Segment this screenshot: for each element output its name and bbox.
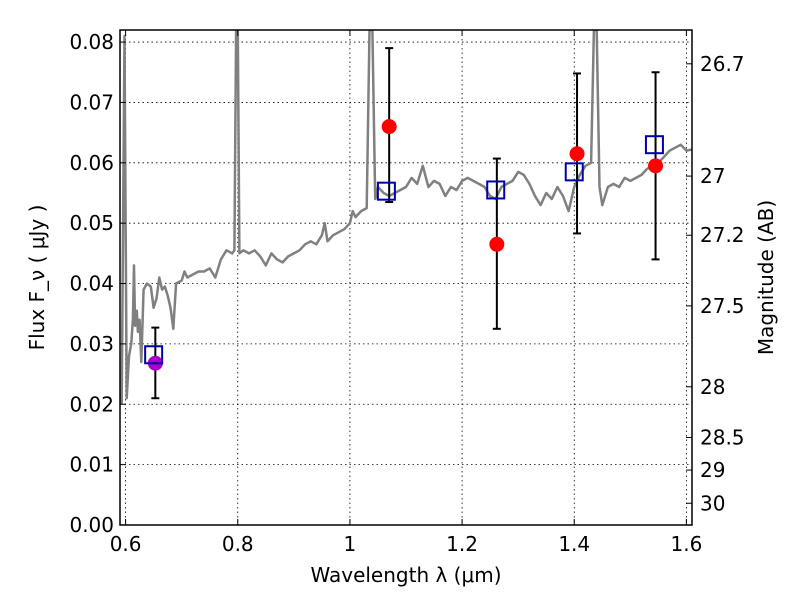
y-tick-label: 0.04 [69,272,114,296]
right-tick-label: 27 [700,164,725,188]
x-tick-label: 1.4 [558,532,590,556]
y-tick-label: 0.06 [69,151,114,175]
y-tick-label: 0.08 [69,30,114,54]
right-tick-label: 30 [700,491,725,515]
model-point [376,181,396,201]
grid [120,30,692,526]
right-tick-label: 26.7 [700,52,745,76]
plot-frame [119,29,693,526]
y-tick-label: 0.07 [69,90,114,114]
y-tick-label: 0.00 [69,513,114,537]
y-tick-label: 0.02 [69,392,114,416]
right-tick-label: 29 [700,458,725,482]
y-tick-label: 0.01 [69,453,114,477]
right-tick-label: 27.2 [700,223,745,247]
model-point [486,180,506,200]
x-tick-label: 1.2 [446,532,478,556]
x-tick-label: 1.6 [670,532,702,556]
right-tick-label: 28 [700,375,725,399]
y-tick-label: 0.03 [69,332,114,356]
x-axis-label: Wavelength λ (μm) [310,563,501,587]
data-point [489,236,505,252]
x-tick-label: 0.6 [110,532,142,556]
plot-area [120,30,692,405]
y-tick-label: 0.05 [69,211,114,235]
data-point [381,119,397,135]
ticks: 0.6 0.8 1 1.2 1.4 1.6 0.00 0.01 0.02 0.03 0.04 0.05… [69,30,745,556]
model-point [144,345,164,365]
right-tick-label: 27.5 [700,294,745,318]
x-tick-label: 1 [344,532,357,556]
model-point [564,162,584,182]
model-point [644,135,664,155]
y-axis-label: Flux F_ν ( μJy ) [25,205,49,351]
data-point [648,158,664,174]
right-axis-label: Magnitude (AB) [754,200,778,355]
right-tick-label: 28.5 [700,425,745,449]
data-point [569,146,585,162]
spectrum-line [120,30,692,405]
x-tick-label: 0.8 [222,532,254,556]
